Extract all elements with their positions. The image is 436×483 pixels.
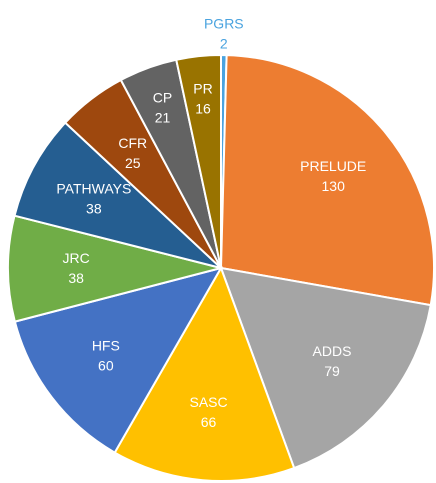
slice-value: 25 <box>125 155 141 171</box>
slice-value: 66 <box>201 414 217 430</box>
pie-slice <box>7 214 222 323</box>
slice-label: PATHWAYS <box>56 180 131 196</box>
slice-value: 60 <box>98 358 114 374</box>
slice-label: CP <box>153 90 172 106</box>
pie-slice <box>13 266 224 454</box>
slice-value: 21 <box>155 110 171 126</box>
slice-value: 79 <box>324 363 340 379</box>
slice-value: 16 <box>195 100 211 116</box>
slice-value: 2 <box>220 36 228 52</box>
pie-slice <box>13 121 222 269</box>
slice-label: PRELUDE <box>300 158 366 174</box>
slice-label: JRC <box>63 250 90 266</box>
slice-label: HFS <box>92 338 120 354</box>
slice-value: 130 <box>322 178 346 194</box>
pie-slice <box>113 265 296 482</box>
slice-label: ADDS <box>313 343 352 359</box>
pie-slice <box>175 53 222 269</box>
slice-value: 38 <box>68 270 84 286</box>
slice-label: CFR <box>118 135 147 151</box>
pie-slice <box>219 266 432 470</box>
slice-value: 38 <box>86 200 102 216</box>
pie-slice <box>219 54 435 307</box>
slice-label: PR <box>193 80 212 96</box>
slice-label: PGRS <box>204 16 244 32</box>
slice-label: SASC <box>189 394 227 410</box>
